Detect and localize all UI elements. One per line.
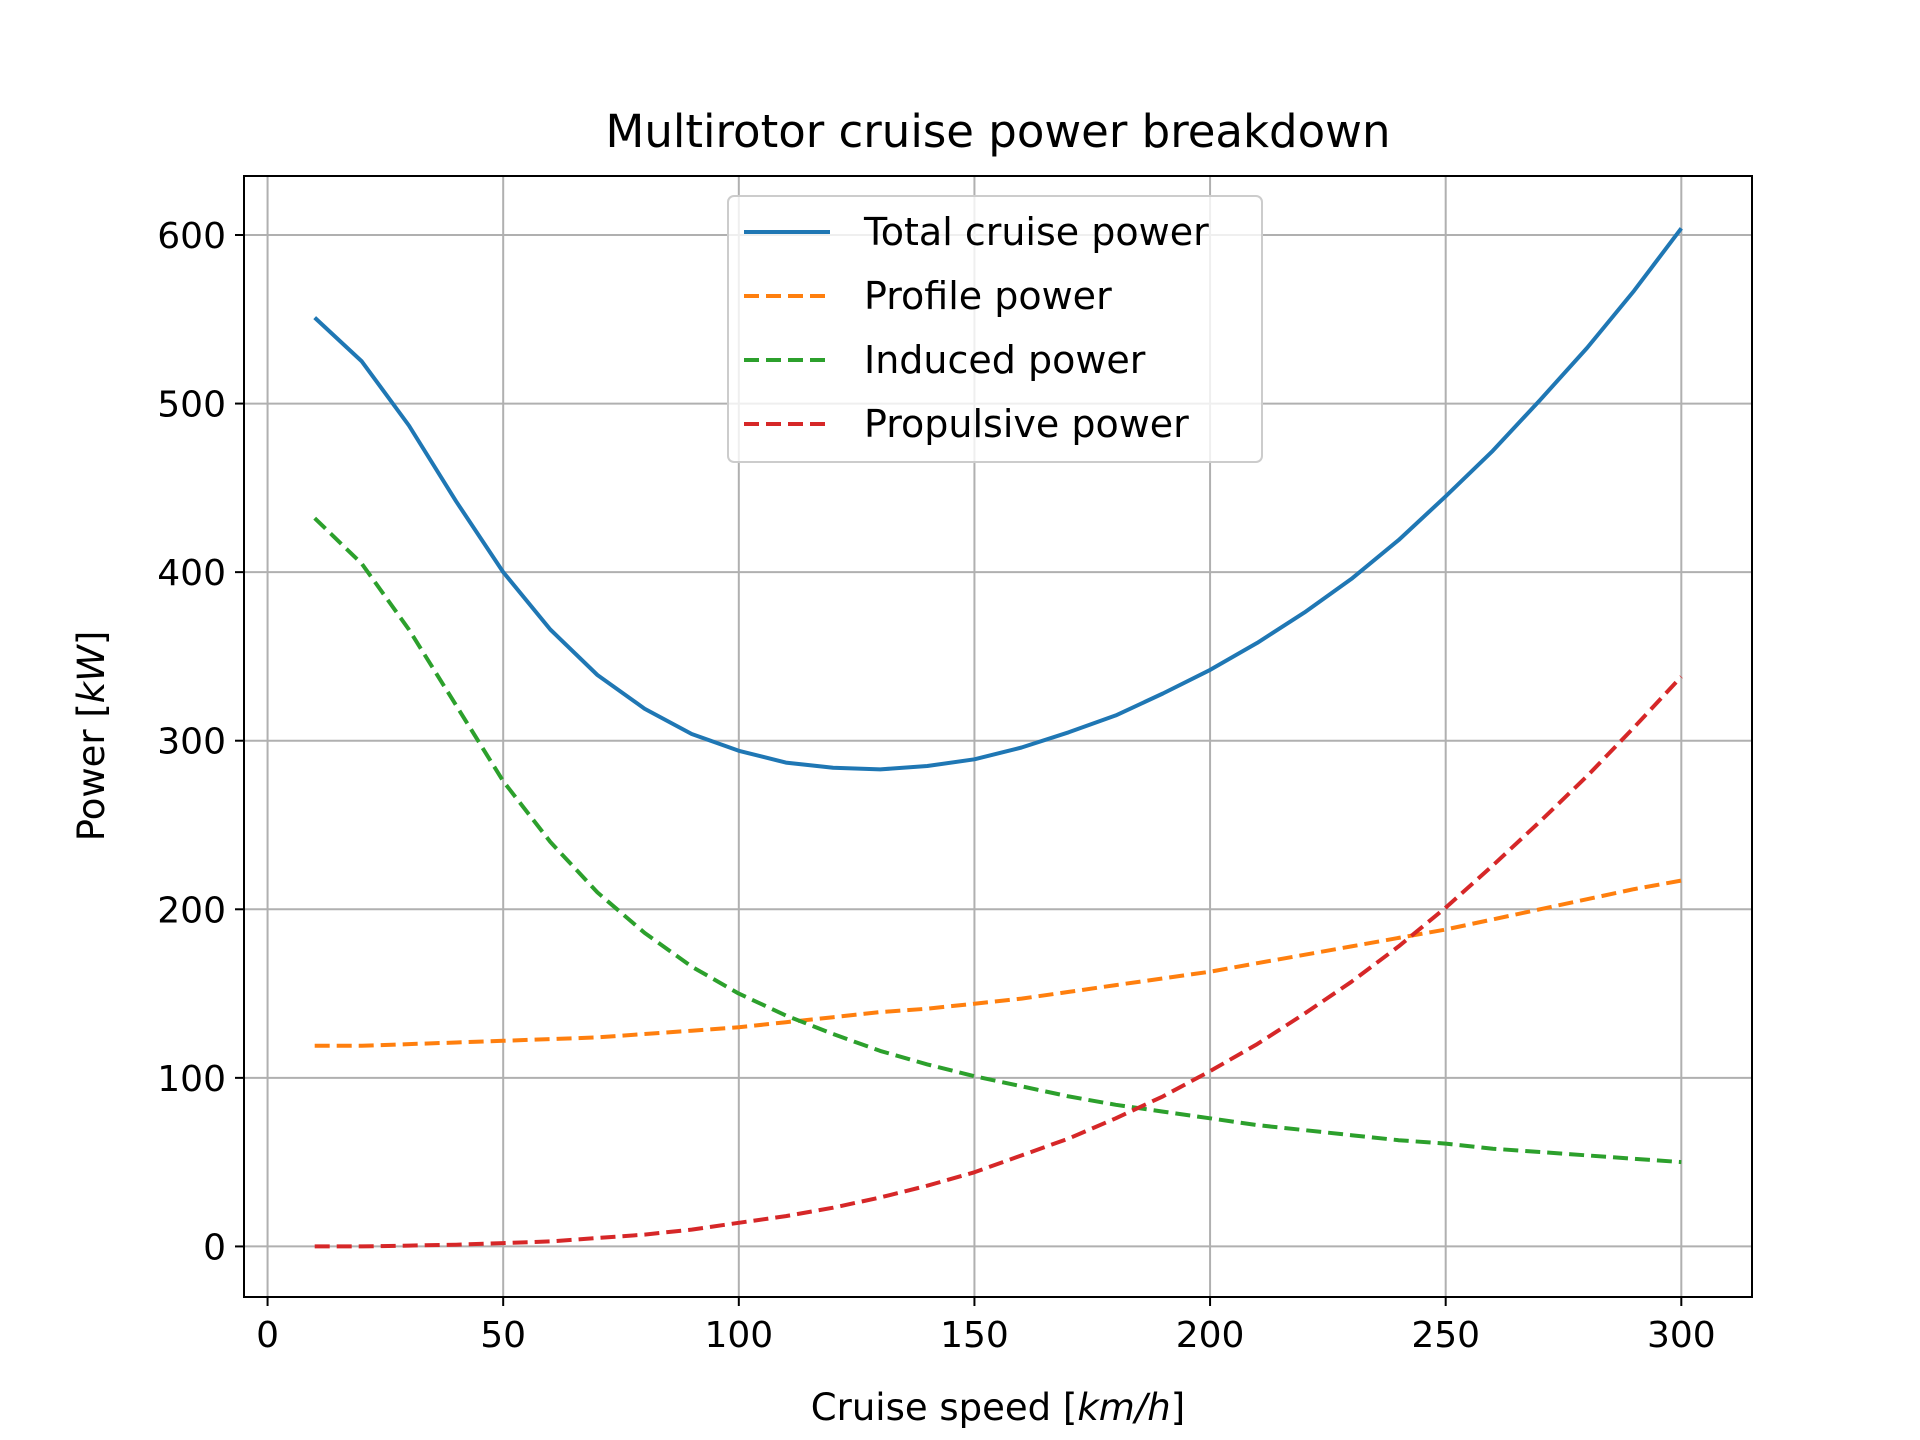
legend-box <box>727 195 1263 463</box>
y-tick-label: 600 <box>157 216 226 257</box>
legend-label-1: Profile power <box>864 274 1112 318</box>
x-tick-label: 0 <box>256 1315 279 1356</box>
y-tick-label: 500 <box>157 385 226 426</box>
y-tick-label: 100 <box>157 1059 226 1100</box>
x-tick-label: 300 <box>1647 1315 1716 1356</box>
x-tick-label: 250 <box>1411 1315 1480 1356</box>
legend-label-0: Total cruise power <box>863 210 1209 254</box>
plot-frame <box>243 175 1753 1298</box>
legend-label-3: Propulsive power <box>864 402 1189 446</box>
y-tick-label: 200 <box>157 890 226 931</box>
chart-title: Multirotor cruise power breakdown <box>606 105 1391 158</box>
x-axis-label: Cruise speed [km/h] <box>811 1386 1185 1429</box>
series-line-1 <box>314 878 1682 1048</box>
series-line-3 <box>314 675 1683 1249</box>
legend-label-2: Induced power <box>864 338 1146 382</box>
legend: Total cruise power Profile power Induced p… <box>727 195 1263 463</box>
data-series <box>313 227 1683 1249</box>
x-tick-label: 50 <box>480 1315 526 1356</box>
axis-ticks: 0 50 100 150 200 250 300 0 100 200 300 400 500 600 <box>157 216 1715 1356</box>
series-line-0 <box>313 227 1683 772</box>
y-tick-label: 0 <box>203 1227 226 1268</box>
y-tick-label: 400 <box>157 553 226 594</box>
x-tick-label: 150 <box>940 1315 1009 1356</box>
y-tick-label: 300 <box>157 722 226 763</box>
x-tick-label: 100 <box>704 1315 773 1356</box>
y-axis-label: Power [kW] <box>70 631 113 842</box>
x-tick-label: 200 <box>1176 1315 1245 1356</box>
